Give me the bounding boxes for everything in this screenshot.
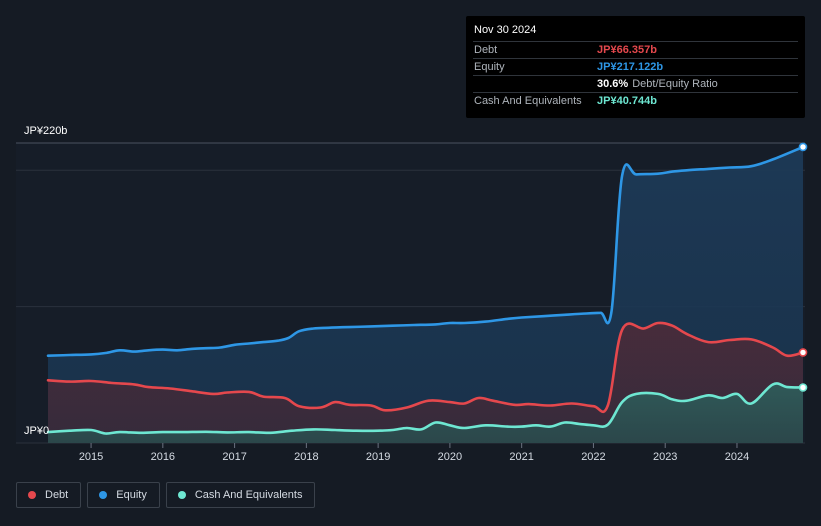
series-end-markers [798, 142, 808, 392]
cash-and-equivalents-area [48, 383, 803, 443]
tooltip-row-cash: Cash And Equivalents JP¥40.744b [473, 92, 798, 109]
series-lines [46, 145, 805, 435]
equity-line [46, 145, 805, 357]
x-tick-label: 2020 [438, 451, 462, 463]
debt-dot-icon [28, 491, 36, 499]
tooltip-row-ratio: 30.6% Debt/Equity Ratio [473, 75, 798, 92]
x-tick-label: 2023 [653, 451, 677, 463]
y-tick-label-zero: JP¥0 [24, 425, 50, 437]
cash-and-equivalents-line [46, 382, 805, 435]
legend-item-equity[interactable]: Equity [87, 482, 160, 508]
tooltip-row-equity: Equity JP¥217.122b [473, 58, 798, 75]
tooltip-label [474, 76, 597, 92]
legend-label: Equity [116, 489, 147, 501]
legend-label: Debt [45, 489, 69, 501]
x-tick-label: 2018 [294, 451, 318, 463]
equity-dot-icon [99, 491, 108, 499]
legend-label: Cash And Equivalents [194, 489, 303, 501]
x-axis-ticks: 2015 2016 2017 2018 2019 2020 2021 2022 2023 2024 [79, 443, 749, 463]
tooltip-value: JP¥40.744b [597, 95, 657, 107]
cash-dot-icon [177, 491, 186, 499]
chart-legend: Debt Equity Cash And Equivalents [16, 482, 316, 508]
x-tick-label: 2021 [509, 451, 533, 463]
tooltip-row-debt: Debt JP¥66.357b [473, 41, 798, 58]
tooltip-value: JP¥66.357b [597, 44, 657, 56]
x-tick-label: 2016 [151, 451, 175, 463]
tooltip-label: Equity [474, 61, 505, 73]
tooltip-date: Nov 30 2024 [474, 24, 537, 36]
tooltip-value: JP¥217.122b [597, 61, 664, 73]
x-tick-label: 2022 [581, 451, 605, 463]
tooltip-label: Cash And Equivalents [474, 95, 582, 107]
tooltip-value: 30.6% [597, 78, 629, 90]
legend-item-cash[interactable]: Cash And Equivalents [165, 482, 316, 508]
data-tooltip: Nov 30 2024 Debt JP¥66.357b Equity JP¥21… [466, 16, 805, 118]
x-tick-label: 2024 [725, 451, 749, 463]
x-tick-label: 2019 [366, 451, 390, 463]
y-tick-label-top: JP¥220b [24, 125, 68, 137]
x-tick-label: 2017 [222, 451, 246, 463]
equity-end-marker [798, 142, 808, 152]
tooltip-label: Debt [474, 44, 498, 56]
debt-end-marker [798, 348, 808, 357]
cash-and-equivalents-end-marker [798, 383, 808, 392]
tooltip-extra: Debt/Equity Ratio [632, 78, 718, 90]
x-tick-label: 2015 [79, 451, 103, 463]
debt-line [46, 321, 805, 414]
legend-item-debt[interactable]: Debt [16, 482, 82, 508]
